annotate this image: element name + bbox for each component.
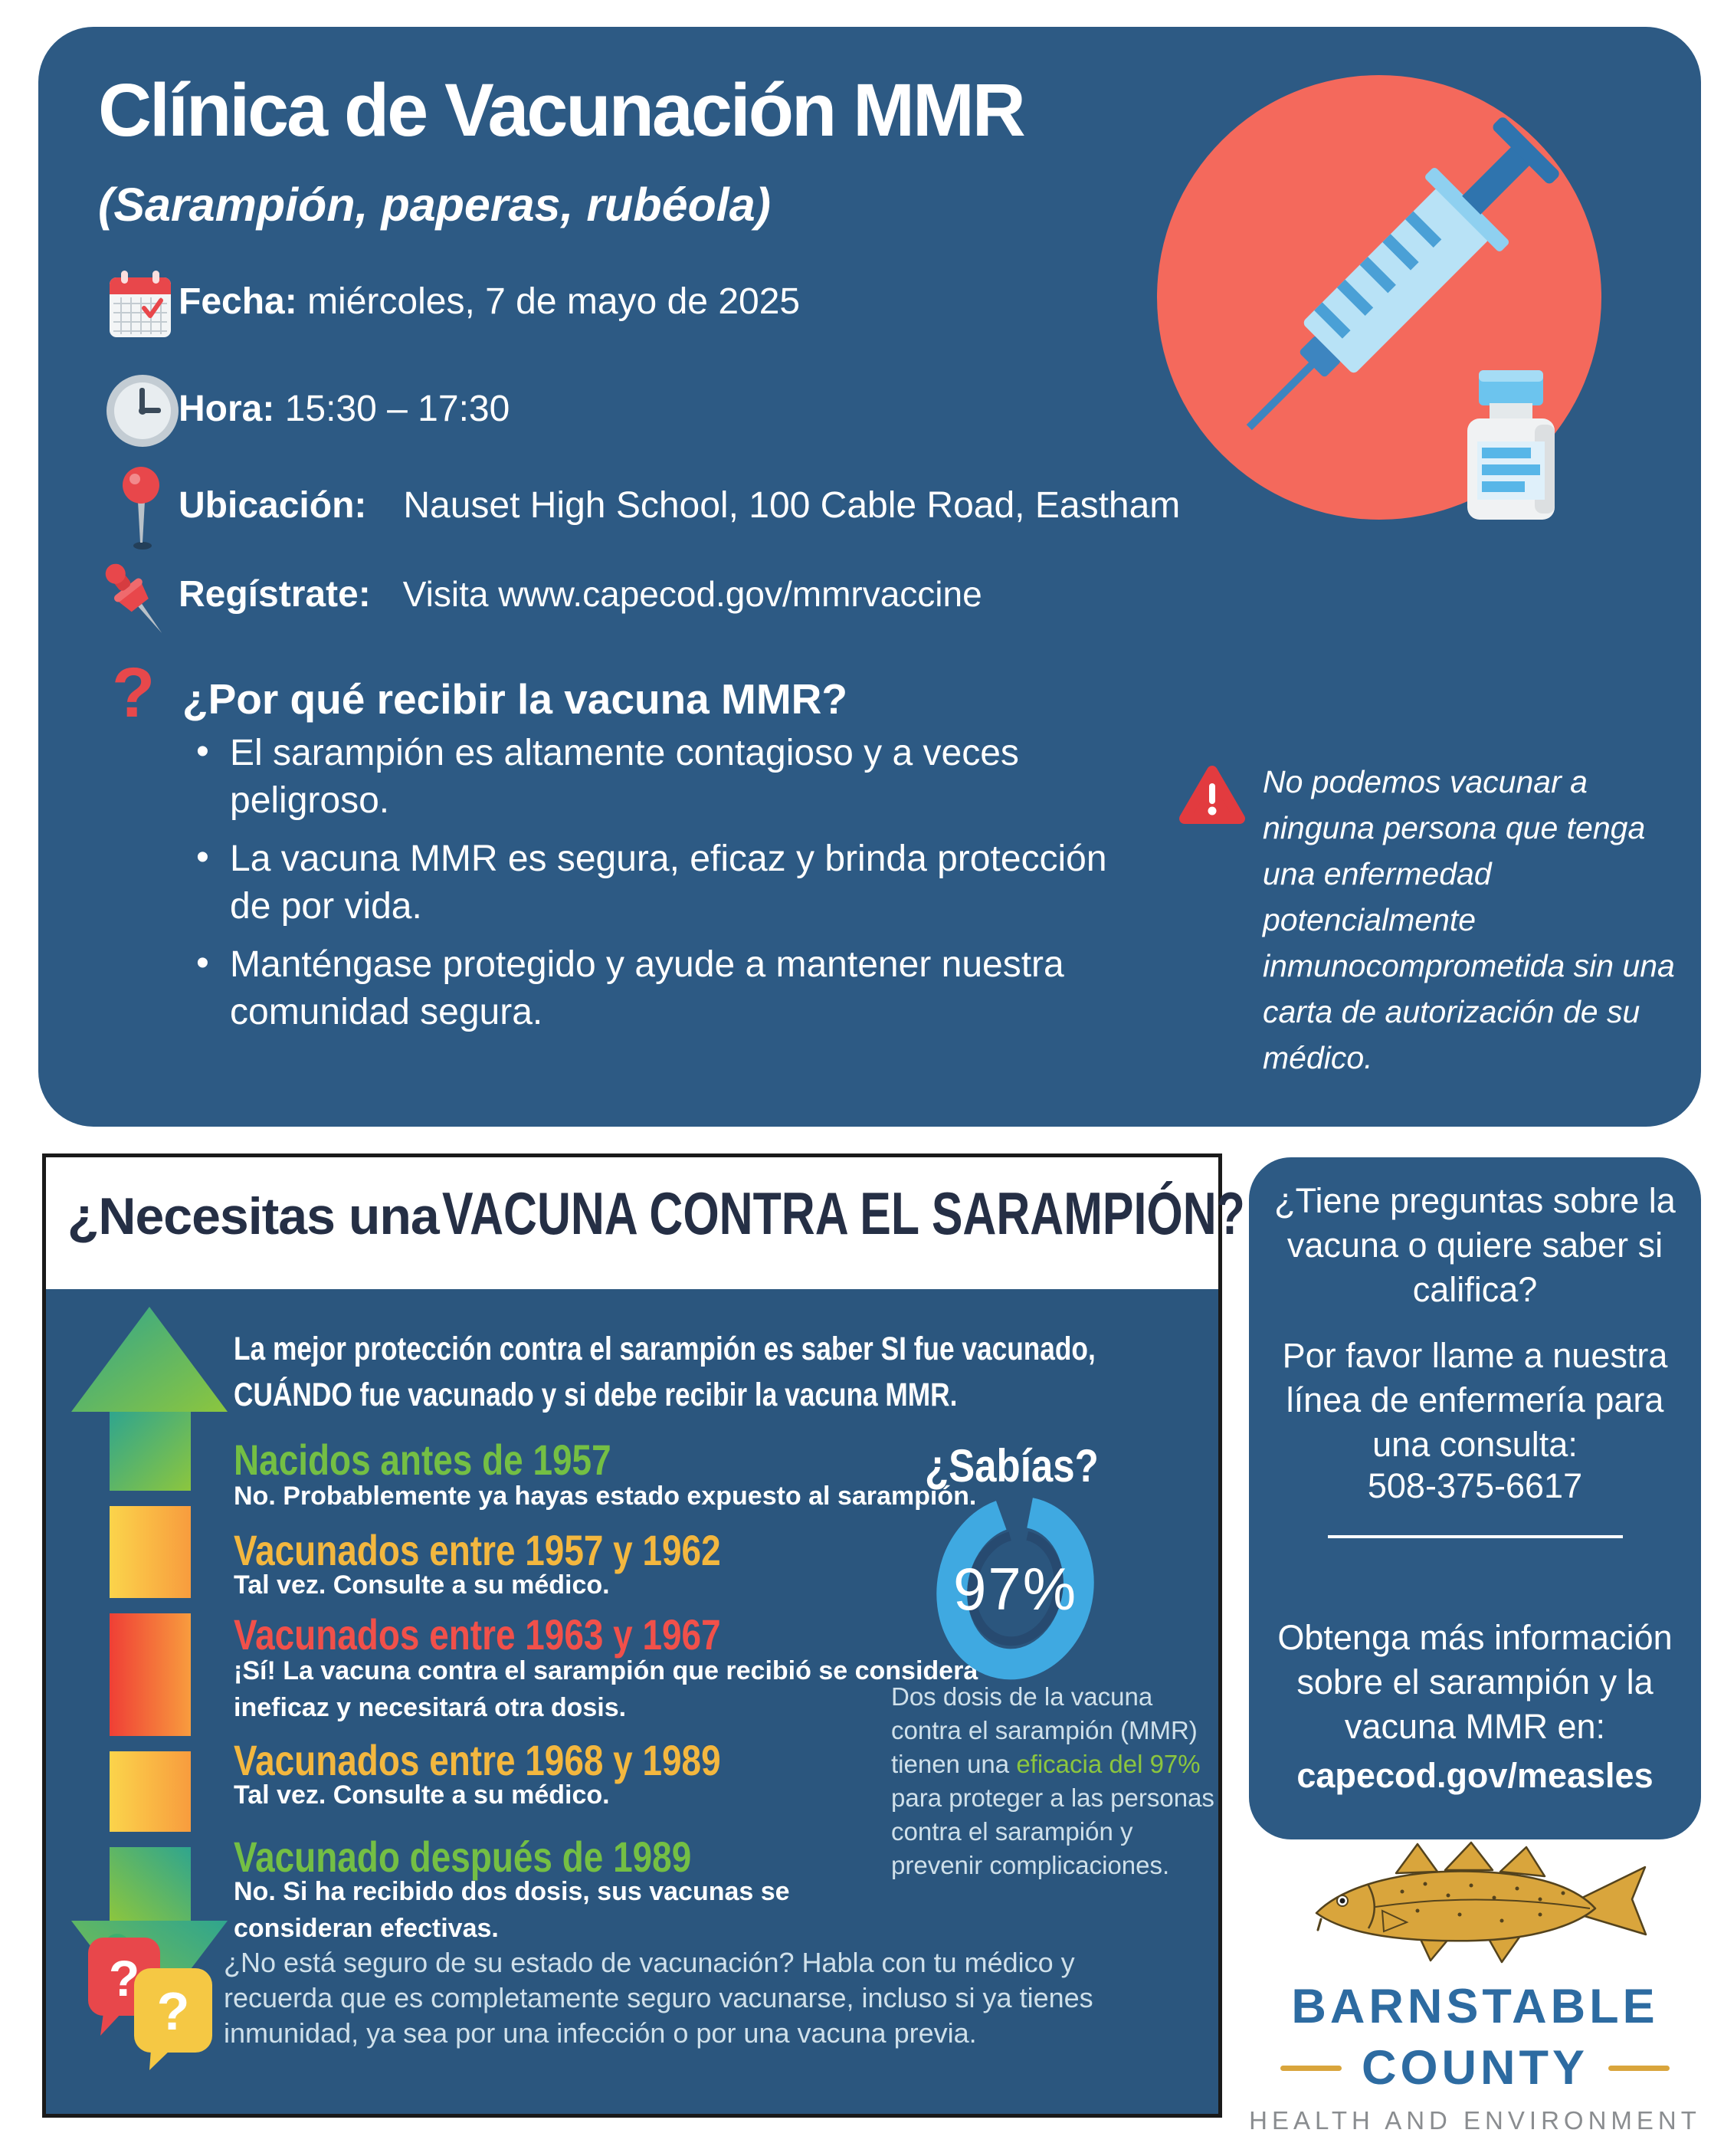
highlighted-efficacy: eficacia del 97% [1016, 1750, 1201, 1778]
did-you-know-body: Dos dosis de la vacuna contra el sarampi… [891, 1682, 1214, 1879]
timeline-entry-title: Vacunados entre 1957 y 1962 [234, 1526, 721, 1574]
timeline-entry-title: Vacunado después de 1989 [234, 1833, 692, 1881]
infographic-title-condensed: VACUNA CONTRA EL SARAMPIÓN? [442, 1180, 1245, 1247]
infographic-title-regular: ¿Necesitas una [67, 1187, 440, 1245]
timeline-entry-body: No. Probablemente ya hayas estado expues… [234, 1482, 977, 1511]
warning-note: No podemos vacunar a ninguna persona que… [1263, 764, 1675, 1075]
register-row: Regístrate: Visita www.capecod.gov/mmrva… [179, 573, 982, 615]
measles-info-link[interactable]: capecod.gov/measles [1296, 1756, 1654, 1795]
timeline-entry-body: Tal vez. Consulte a su médico. [234, 1780, 610, 1810]
sidebar-call-text: Por favor llame a nuestra línea de enfer… [1282, 1336, 1668, 1464]
syringe-vial-icon [1157, 75, 1601, 520]
date-value: miércoles, 7 de mayo de 2025 [307, 281, 801, 322]
logo-county-row: COUNTY [1249, 2040, 1701, 2095]
gold-dash-right [1608, 2065, 1670, 2071]
date-label: Fecha: [179, 281, 297, 322]
nurse-line-phone[interactable]: 508-375-6617 [1367, 1466, 1583, 1505]
warning-triangle-icon [1179, 766, 1245, 824]
time-row: Hora: 15:30 – 17:30 [179, 388, 510, 430]
why-heading: ¿Por qué recibir la vacuna MMR? [182, 675, 847, 723]
location-pin-icon [123, 467, 159, 550]
timeline-entry-body: ¡Sí! La vacuna contra el sarampión que r… [234, 1656, 978, 1722]
did-you-know-heading: ¿Sabías? [924, 1440, 1099, 1491]
time-value: 15:30 – 17:30 [284, 389, 510, 429]
location-value: Nauset High School, 100 Cable Road, East… [403, 485, 1181, 526]
logo-department: HEALTH AND ENVIRONMENT [1249, 2106, 1701, 2135]
register-label: Regístrate: [179, 574, 371, 615]
page-title: Clínica de Vacunación MMR [98, 68, 1026, 152]
gold-dash-left [1280, 2065, 1342, 2071]
pushpin-icon [105, 563, 162, 633]
infographic-intro-line: CUÁNDO fue vacunado y si debe recibir la… [234, 1377, 958, 1413]
sidebar-question: ¿Tiene preguntas sobre la vacuna o quier… [1274, 1181, 1676, 1309]
benefit-list: El sarampión es altamente contagioso y a… [190, 728, 1140, 1047]
list-item: La vacuna MMR es segura, eficaz y brinda… [190, 834, 1140, 930]
register-link[interactable]: Visita www.capecod.gov/mmrvaccine [402, 574, 982, 614]
timeline-entry-title: Vacunados entre 1968 y 1989 [234, 1736, 721, 1784]
list-item: El sarampión es altamente contagioso y a… [190, 728, 1140, 825]
svg-text:?: ? [157, 1981, 190, 2041]
infographic-intro-line: La mejor protección contra el sarampión … [234, 1331, 1096, 1367]
infographic-panel [46, 1289, 1218, 2114]
timeline-entry-body: No. Si ha recibido dos dosis, sus vacuna… [234, 1877, 790, 1943]
sidebar-divider [1328, 1535, 1623, 1538]
calendar-icon [110, 271, 171, 337]
timeline-entry-title: Nacidos antes de 1957 [234, 1436, 611, 1484]
clock-icon [107, 375, 179, 447]
vaccine-vial-icon [1467, 370, 1555, 520]
infographic-title: ¿Necesitas una VACUNA CONTRA EL SARAMPIÓ… [46, 1179, 1245, 1249]
location-label: Ubicación: [179, 485, 367, 526]
timeline-entry-body: Tal vez. Consulte a su médico. [234, 1570, 610, 1600]
question-bubbles-icon: ? ? [88, 1934, 212, 2070]
list-item: Manténgase protegido y ayude a mantener … [190, 940, 1140, 1036]
codfish-icon [1315, 1841, 1647, 1964]
date-row: Fecha: miércoles, 7 de mayo de 2025 [179, 281, 800, 323]
logo-county-word: COUNTY [1362, 2041, 1588, 2095]
question-mark-icon: ? [112, 654, 156, 732]
location-row: Ubicación: Nauset High School, 100 Cable… [179, 484, 1180, 527]
page-subtitle: (Sarampión, paperas, rubéola) [98, 179, 771, 231]
time-label: Hora: [179, 389, 275, 429]
percent-ring-icon [936, 1496, 1094, 1680]
contact-sidebar [1249, 1157, 1701, 1839]
timeline-entry-title: Vacunados entre 1963 y 1967 [234, 1610, 721, 1659]
logo-county-name: BARNSTABLE [1291, 1980, 1659, 2033]
vaccination-status-note: ¿No está seguro de su estado de vacunaci… [224, 1947, 1093, 2049]
effectiveness-percent: 97% [952, 1555, 1078, 1623]
sidebar-more-info: Obtenga más información sobre el sarampi… [1277, 1618, 1673, 1746]
